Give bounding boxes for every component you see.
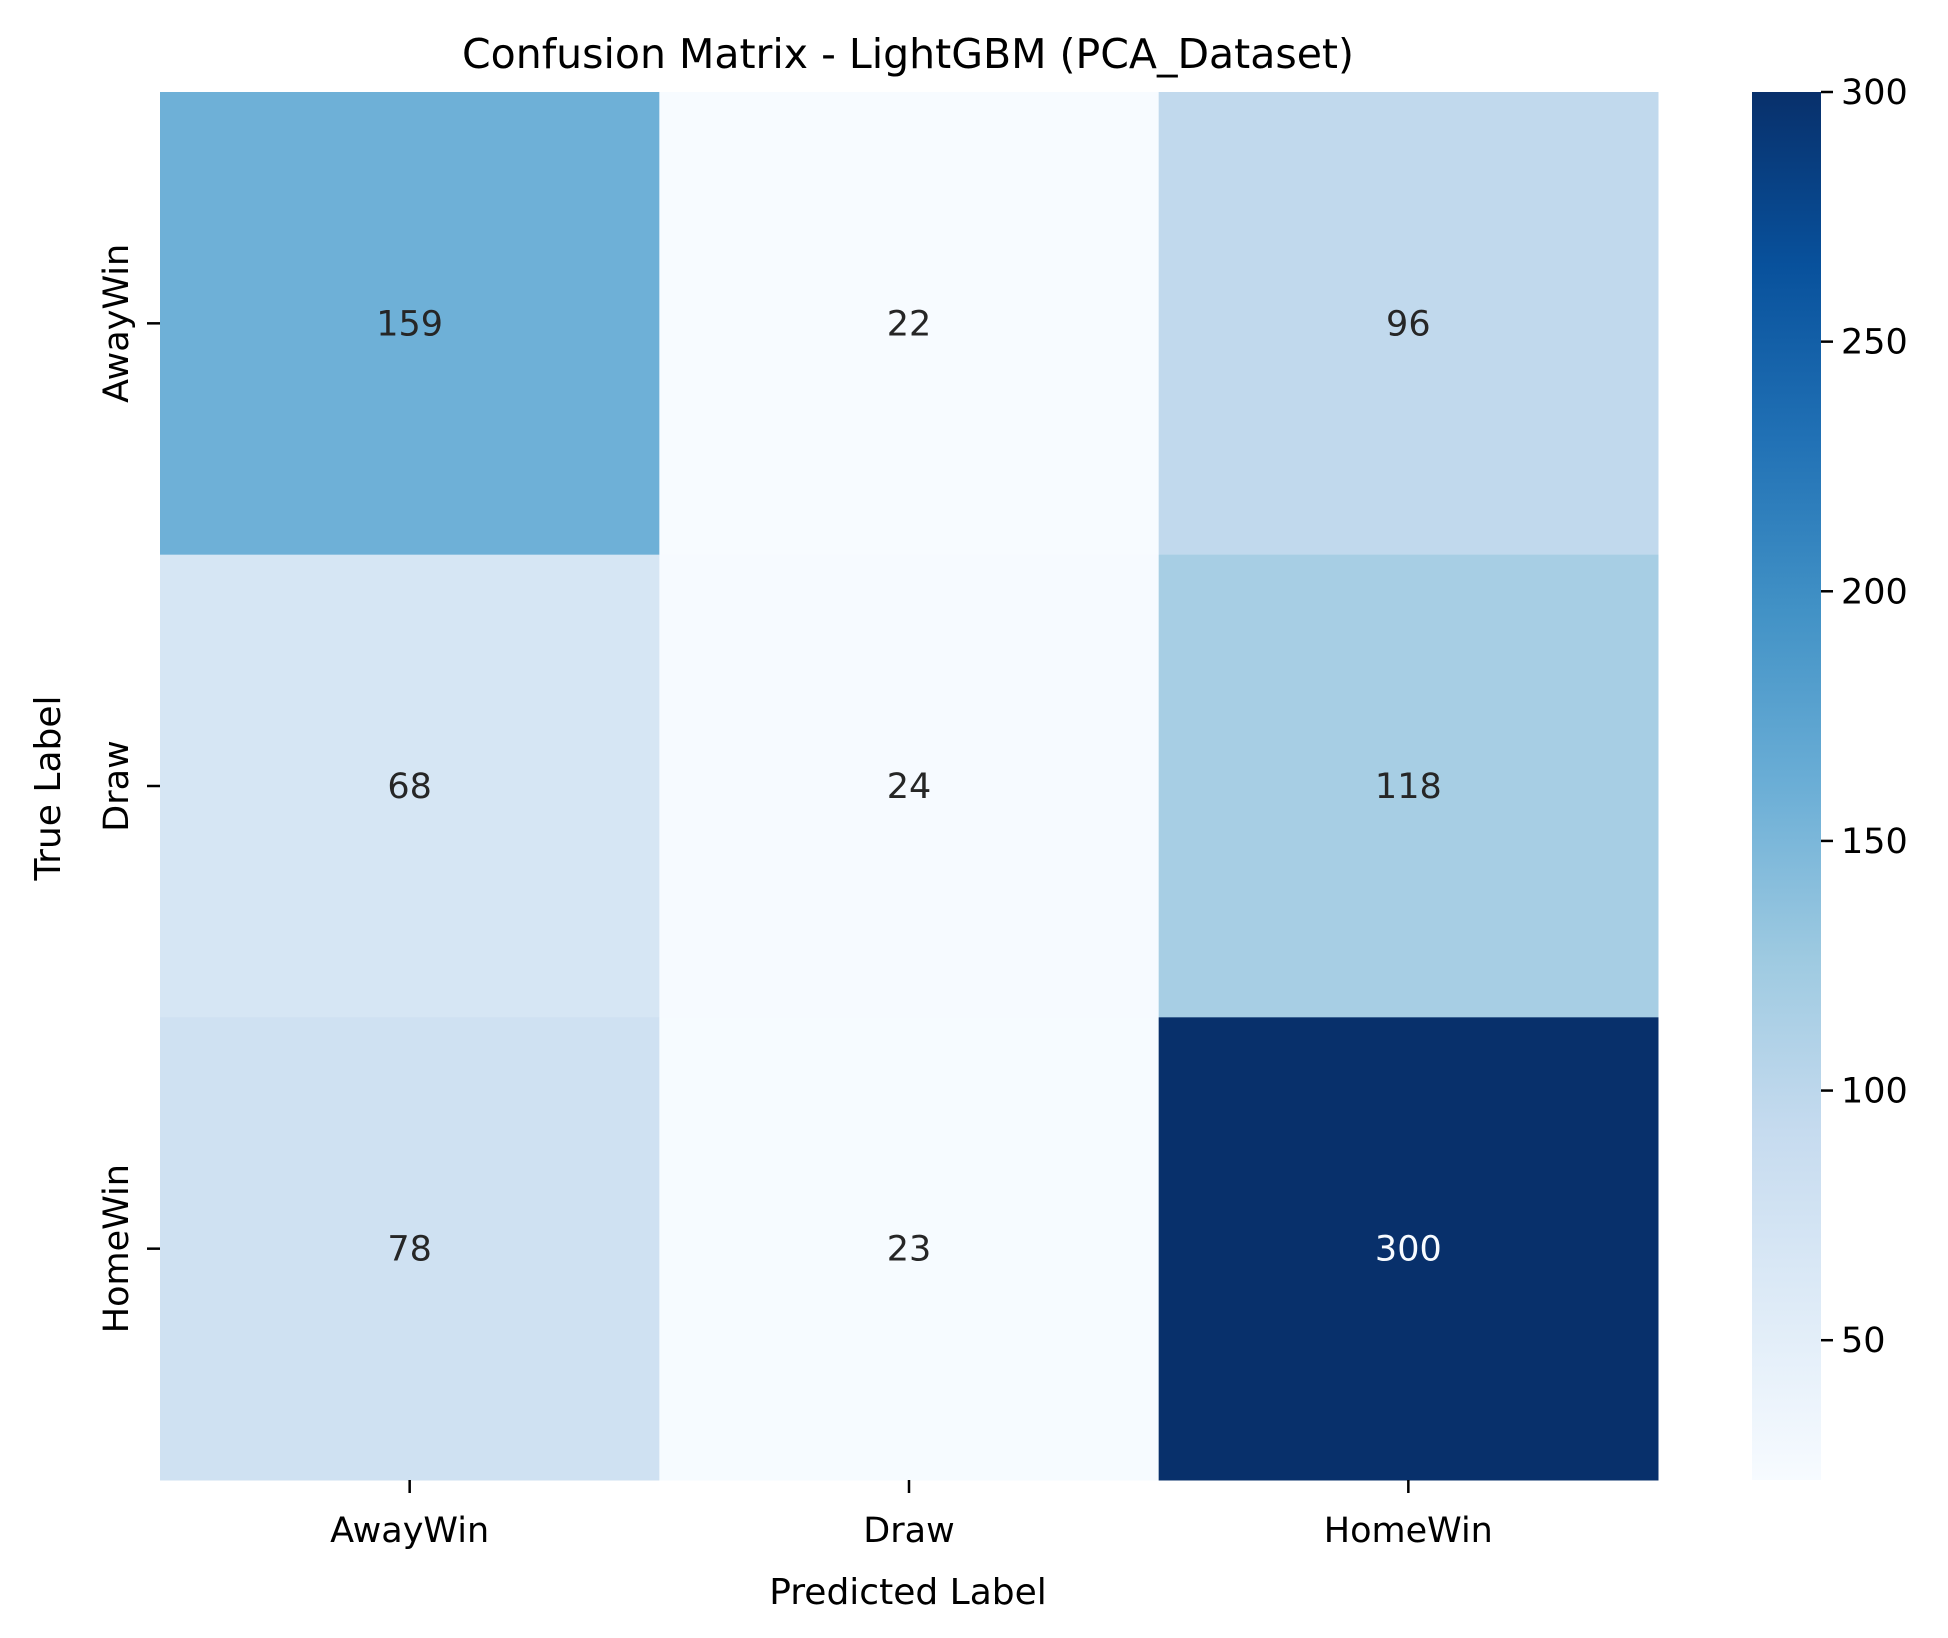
cell-value-label: 300 xyxy=(1375,1230,1442,1270)
cell-value-label: 68 xyxy=(387,767,432,807)
heatmap-cell xyxy=(1158,554,1659,1018)
cell-value-label: 78 xyxy=(387,1230,432,1270)
colorbar-tick-label: 200 xyxy=(1841,572,1908,612)
colorbar-tick-label: 150 xyxy=(1841,822,1908,862)
y-axis-label: True Label xyxy=(28,695,69,881)
heatmap-cell-labels: 159 22 96 68 24 118 78 23 300 xyxy=(376,304,1441,1269)
chart-title: Confusion Matrix - LightGBM (PCA_Dataset… xyxy=(462,30,1354,78)
cell-value-label: 23 xyxy=(887,1230,932,1270)
cell-value-label: 24 xyxy=(887,767,932,807)
x-axis-ticks: AwayWin Draw HomeWin xyxy=(330,1480,1493,1551)
colorbar xyxy=(1752,92,1821,1480)
heatmap-cell xyxy=(659,92,1160,556)
y-tick-label: HomeWin xyxy=(97,1164,137,1333)
y-tick-label: AwayWin xyxy=(97,244,137,403)
cell-value-label: 118 xyxy=(1375,767,1442,807)
heatmap-cell xyxy=(1158,1017,1659,1481)
heatmap-cell xyxy=(160,554,660,1018)
colorbar-tick-label: 250 xyxy=(1841,323,1908,363)
cell-value-label: 96 xyxy=(1386,304,1431,344)
heatmap-cells xyxy=(160,92,1659,1481)
x-axis-label: Predicted Label xyxy=(769,1572,1047,1613)
cell-value-label: 159 xyxy=(376,304,443,344)
cell-value-label: 22 xyxy=(887,304,932,344)
x-tick-label: AwayWin xyxy=(330,1511,489,1551)
heatmap-cell xyxy=(160,1017,660,1481)
colorbar-ticks: 50 100 150 200 250 300 xyxy=(1821,73,1908,1361)
x-tick-label: Draw xyxy=(863,1511,954,1551)
heatmap-cell xyxy=(659,1017,1160,1481)
heatmap-cell xyxy=(1158,92,1659,556)
heatmap-cell xyxy=(659,554,1160,1018)
colorbar-tick-label: 50 xyxy=(1841,1321,1886,1361)
y-axis-ticks: AwayWin Draw HomeWin xyxy=(97,244,160,1333)
colorbar-tick-label: 300 xyxy=(1841,73,1908,113)
heatmap-cell xyxy=(160,92,660,556)
x-tick-label: HomeWin xyxy=(1324,1511,1493,1551)
y-tick-label: Draw xyxy=(97,740,137,831)
colorbar-tick-label: 100 xyxy=(1841,1072,1908,1112)
